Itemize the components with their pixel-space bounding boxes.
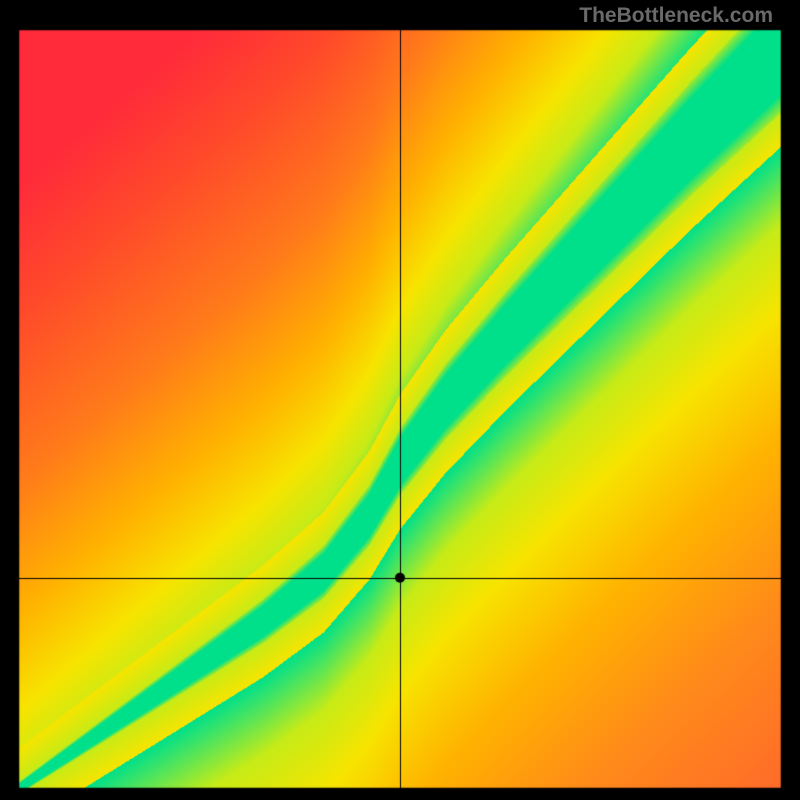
watermark-text: TheBottleneck.com	[579, 4, 773, 28]
bottleneck-heatmap	[0, 0, 800, 800]
